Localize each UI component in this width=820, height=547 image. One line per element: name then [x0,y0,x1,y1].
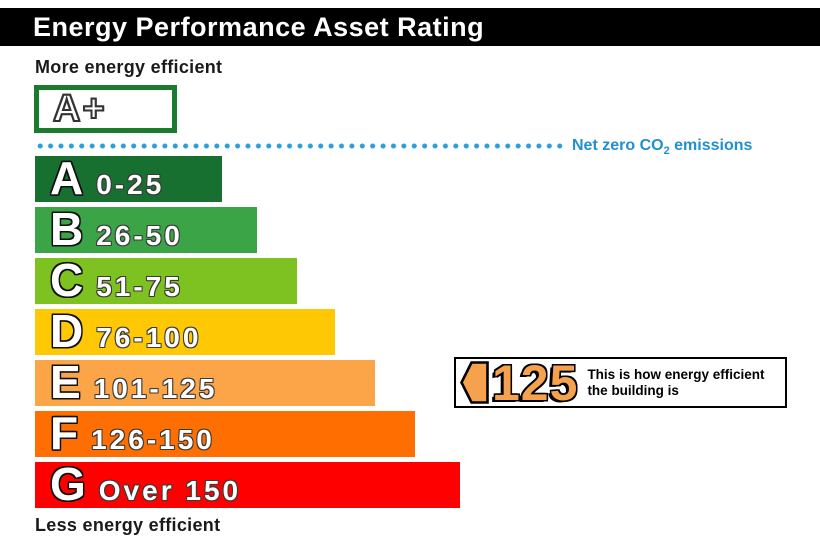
more-efficient-label: More energy efficient [35,57,223,77]
current-rating-note: This is how energy efficient the buildin… [587,367,764,399]
net-zero-text: Net zero CO [572,137,664,154]
net-zero-text-suffix: emissions [669,137,753,154]
band-e: E 101-125 [35,356,375,408]
band-c-range: 51-75 [96,271,183,302]
rating-bands: A 0-25 B 26-50 C 51-75 D 76-100 E 101-12… [35,152,460,513]
band-b-range: 26-50 [96,220,183,251]
band-b: B 26-50 [35,203,257,255]
band-a: A 0-25 [35,152,222,204]
band-a-letter: A [50,152,84,204]
current-rating-value: 125 [492,354,579,411]
band-d-range: 76-100 [96,322,202,353]
band-g-range: Over 150 [98,475,242,506]
current-rating-note-line1: This is how energy efficient [587,366,765,382]
net-zero-dotted-line [35,142,565,150]
band-d-letter: D [50,305,84,357]
net-zero-label: Net zero CO2 emissions [572,136,752,161]
band-e-letter: E [50,356,81,408]
left-pointer-arrow-icon [460,361,489,404]
a-plus-label: A+ [52,88,107,130]
net-zero-subscript: 2 [663,145,670,158]
current-rating-note-line2: the building is [587,382,679,398]
band-c-letter: C [50,254,84,306]
band-f: F 126-150 [35,407,415,459]
band-g-letter: G [50,458,86,510]
current-rating-indicator: 125 This is how energy efficient the bui… [454,357,787,408]
band-a-range: 0-25 [96,169,165,200]
band-d: D 76-100 [35,305,335,357]
page-title: Energy Performance Asset Rating [33,12,485,42]
band-c: C 51-75 [35,254,297,306]
band-f-range: 126-150 [91,424,215,455]
a-plus-band: A+ [34,85,177,133]
band-b-letter: B [50,203,84,255]
title-bar: Energy Performance Asset Rating [0,8,820,46]
less-efficient-label: Less energy efficient [35,515,221,535]
band-g: G Over 150 [35,458,460,510]
band-f-letter: F [50,407,79,459]
band-e-range: 101-125 [93,373,218,404]
